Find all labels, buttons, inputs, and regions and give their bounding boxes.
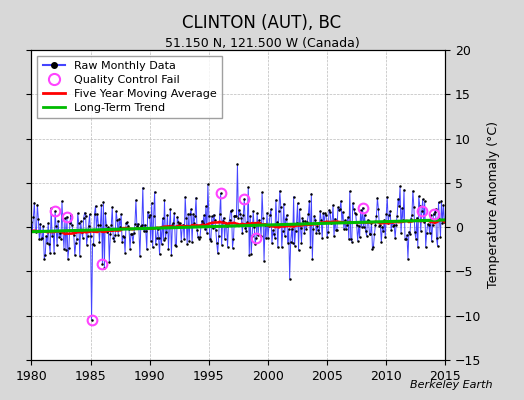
Text: CLINTON (AUT), BC: CLINTON (AUT), BC (182, 14, 342, 32)
Text: 51.150 N, 121.500 W (Canada): 51.150 N, 121.500 W (Canada) (165, 37, 359, 50)
Legend: Raw Monthly Data, Quality Control Fail, Five Year Moving Average, Long-Term Tren: Raw Monthly Data, Quality Control Fail, … (37, 56, 222, 118)
Y-axis label: Temperature Anomaly (°C): Temperature Anomaly (°C) (487, 122, 500, 288)
Text: Berkeley Earth: Berkeley Earth (410, 380, 493, 390)
